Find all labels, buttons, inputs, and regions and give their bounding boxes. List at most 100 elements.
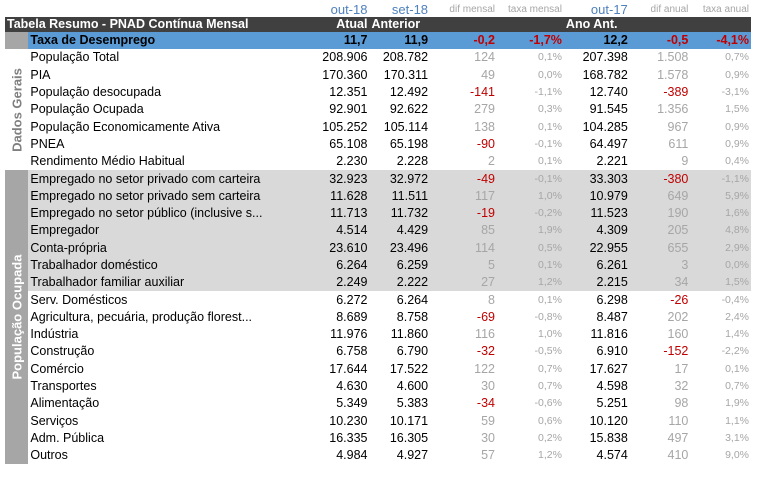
- period-previous: set-18: [391, 2, 429, 17]
- value-dif-anual: 1.356: [657, 102, 689, 117]
- value-anterior: 11.511: [369, 187, 431, 205]
- value-taxa-anual: 0,9%: [725, 68, 749, 81]
- value-anterior: 17.522: [389, 361, 429, 376]
- value-dif-mensal: 30: [481, 379, 495, 394]
- value-taxa-mensal: 1,9%: [496, 222, 564, 240]
- table-row: População Ocupada Empregado no setor priv…: [5, 170, 751, 465]
- row-label: Rendimento Médio Habitual: [30, 154, 185, 169]
- value-dif-anual: -380: [629, 170, 691, 188]
- value-atual: 6.272: [336, 292, 368, 307]
- value-dif-anual: 497: [667, 430, 689, 445]
- table-row: PNEA 65.108 65.198 -90 -0,1% 64.497 611 0,9%: [5, 136, 751, 153]
- value-atual: 170.360: [322, 67, 368, 82]
- row-label: População Economicamente Ativa: [30, 119, 221, 134]
- value-atual: 11.976: [330, 327, 368, 342]
- table-row: Serv. Domésticos 6.272 6.264 8 0,1% 6.298 -26 -…: [5, 291, 751, 308]
- value-ano-ant: 11.816: [590, 327, 628, 342]
- value-dif-anual: 1.508: [657, 50, 689, 65]
- value-taxa-anual: 1,5%: [690, 274, 751, 292]
- value-anterior: 16.305: [389, 430, 429, 445]
- value-taxa-anual: 0,1%: [725, 362, 749, 375]
- value-dif-mensal: 138: [474, 119, 495, 134]
- row-label: Trabalhador doméstico: [28, 256, 309, 275]
- value-anterior: 8.758: [396, 309, 429, 324]
- value-dif-anual: 611: [668, 136, 689, 151]
- value-taxa-mensal: 0,7%: [537, 362, 562, 375]
- value-dif-mensal: 85: [430, 222, 497, 240]
- value-taxa-anual: 0,7%: [725, 380, 749, 393]
- value-atual: 11.713: [308, 204, 370, 223]
- row-label: Empregado no setor privado sem carteira: [28, 187, 309, 205]
- value-taxa-anual: 9,0%: [725, 449, 749, 462]
- value-taxa-mensal: 1,2%: [496, 274, 564, 292]
- value-anterior: 11.732: [369, 204, 431, 223]
- value-ano-ant: 8.487: [596, 309, 628, 324]
- value-atual: 16.335: [329, 430, 368, 445]
- pnad-summary-table: out-18 set-18 dif mensal taxa mensal out…: [5, 2, 751, 465]
- value-atual: 4.630: [336, 379, 368, 394]
- table-row: PIA 170.360 170.311 49 0,0% 168.782 1.578 0,9%: [5, 67, 751, 84]
- table-row: Serviços 10.230 10.171 59 0,6% 10.120 110 1,1%: [5, 413, 751, 430]
- value-ano-ant: 6.261: [563, 256, 630, 275]
- table-row: Trabalhador familiar auxiliar 2.249 2.222 2…: [5, 274, 751, 292]
- value-taxa-mensal: -0,1%: [496, 170, 564, 188]
- value-dif-mensal: 2: [488, 154, 495, 169]
- row-label: Construção: [30, 344, 95, 359]
- table-row: Conta-própria 23.610 23.496 114 0,5% 22.955 65…: [5, 239, 751, 257]
- value-atual: 10.230: [329, 413, 368, 428]
- value-atual: 2.230: [336, 154, 368, 169]
- table-row: Rendimento Médio Habitual 2.230 2.228 2 0,1%…: [5, 153, 751, 170]
- period-dif-anual: dif anual: [650, 4, 689, 15]
- value-ano-ant: 207.398: [582, 50, 628, 65]
- value-ano-ant: 6.910: [596, 344, 628, 359]
- row-label: Serviços: [30, 413, 79, 428]
- value-taxa-anual: 2,9%: [690, 239, 751, 257]
- value-taxa-mensal: 0,0%: [537, 68, 562, 81]
- value-taxa-mensal: 0,1%: [537, 155, 562, 168]
- value-ano-ant: 104.285: [582, 119, 628, 134]
- value-anterior: 208.782: [382, 50, 429, 65]
- value-dif-anual: 110: [668, 413, 689, 428]
- value-taxa-anual: 5,9%: [690, 187, 751, 205]
- value-taxa-anual: -2,2%: [721, 345, 749, 358]
- value-atual: 92.901: [329, 102, 368, 117]
- value-taxa-mensal: -0,5%: [534, 345, 562, 358]
- value-atual: 4.984: [336, 448, 368, 463]
- table-row: Construção 6.758 6.790 -32 -0,5% 6.910 -152 -2,…: [5, 343, 751, 360]
- value-anterior: 6.259: [369, 256, 431, 275]
- value-ano-ant: 4.309: [563, 222, 630, 240]
- value-atual: 6.758: [336, 344, 368, 359]
- value-dif-anual: 98: [674, 396, 689, 411]
- value-atual: 11.628: [308, 187, 370, 205]
- table-row: Empregado no setor privado sem carteira 1…: [5, 187, 751, 205]
- col-anterior: Anterior: [369, 17, 431, 32]
- value-dif-mensal: 117: [430, 187, 497, 205]
- value-anterior: 65.198: [389, 136, 429, 151]
- row-label: População Ocupada: [30, 102, 144, 117]
- value-ano-ant: 6.298: [596, 292, 628, 307]
- table-row: Transportes 4.630 4.600 30 0,7% 4.598 32 0,7%: [5, 378, 751, 395]
- value-taxa-anual: -1,1%: [690, 170, 751, 188]
- value-taxa-anual: 1,4%: [725, 328, 749, 341]
- value-anterior: 23.496: [369, 239, 431, 257]
- value-ano-ant: 15.838: [589, 430, 628, 445]
- table-row: Dados Gerais População Total 208.906 208.78…: [5, 49, 751, 171]
- value-taxa-anual: -3,1%: [721, 86, 749, 99]
- value-taxa-mensal: 1,2%: [537, 449, 562, 462]
- value-taxa-mensal: 0,2%: [537, 431, 562, 444]
- table-row: Comércio 17.644 17.522 122 0,7% 17.627 17 0,1%: [5, 361, 751, 378]
- value-ano-ant: 5.251: [596, 396, 628, 411]
- value-dif-anual: 1.578: [657, 67, 689, 82]
- value-dif-anual: 190: [629, 204, 691, 223]
- value-dif-anual: 202: [667, 309, 689, 324]
- table-row: Empregador 4.514 4.429 85 1,9% 4.309 205 4,8%: [5, 222, 751, 240]
- value-dif-anual: 9: [681, 154, 689, 169]
- value-taxa-anual: 0,0%: [690, 256, 751, 275]
- value-taxa-mensal: 0,1%: [537, 120, 562, 133]
- row-label: Alimentação: [30, 396, 100, 411]
- value-ano-ant: 10.979: [563, 187, 630, 205]
- highlight-row: Taxa de Desemprego 11,7 11,9 -0,2 -1,7% …: [5, 32, 751, 50]
- value-ano-ant: 91.545: [589, 102, 628, 117]
- row-label: PNEA: [30, 136, 65, 151]
- column-header-row: Tabela Resumo - PNAD Contínua Mensal Atu…: [5, 17, 751, 32]
